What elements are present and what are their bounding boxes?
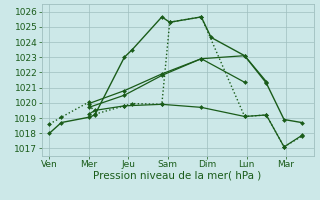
X-axis label: Pression niveau de la mer( hPa ): Pression niveau de la mer( hPa ) xyxy=(93,171,262,181)
